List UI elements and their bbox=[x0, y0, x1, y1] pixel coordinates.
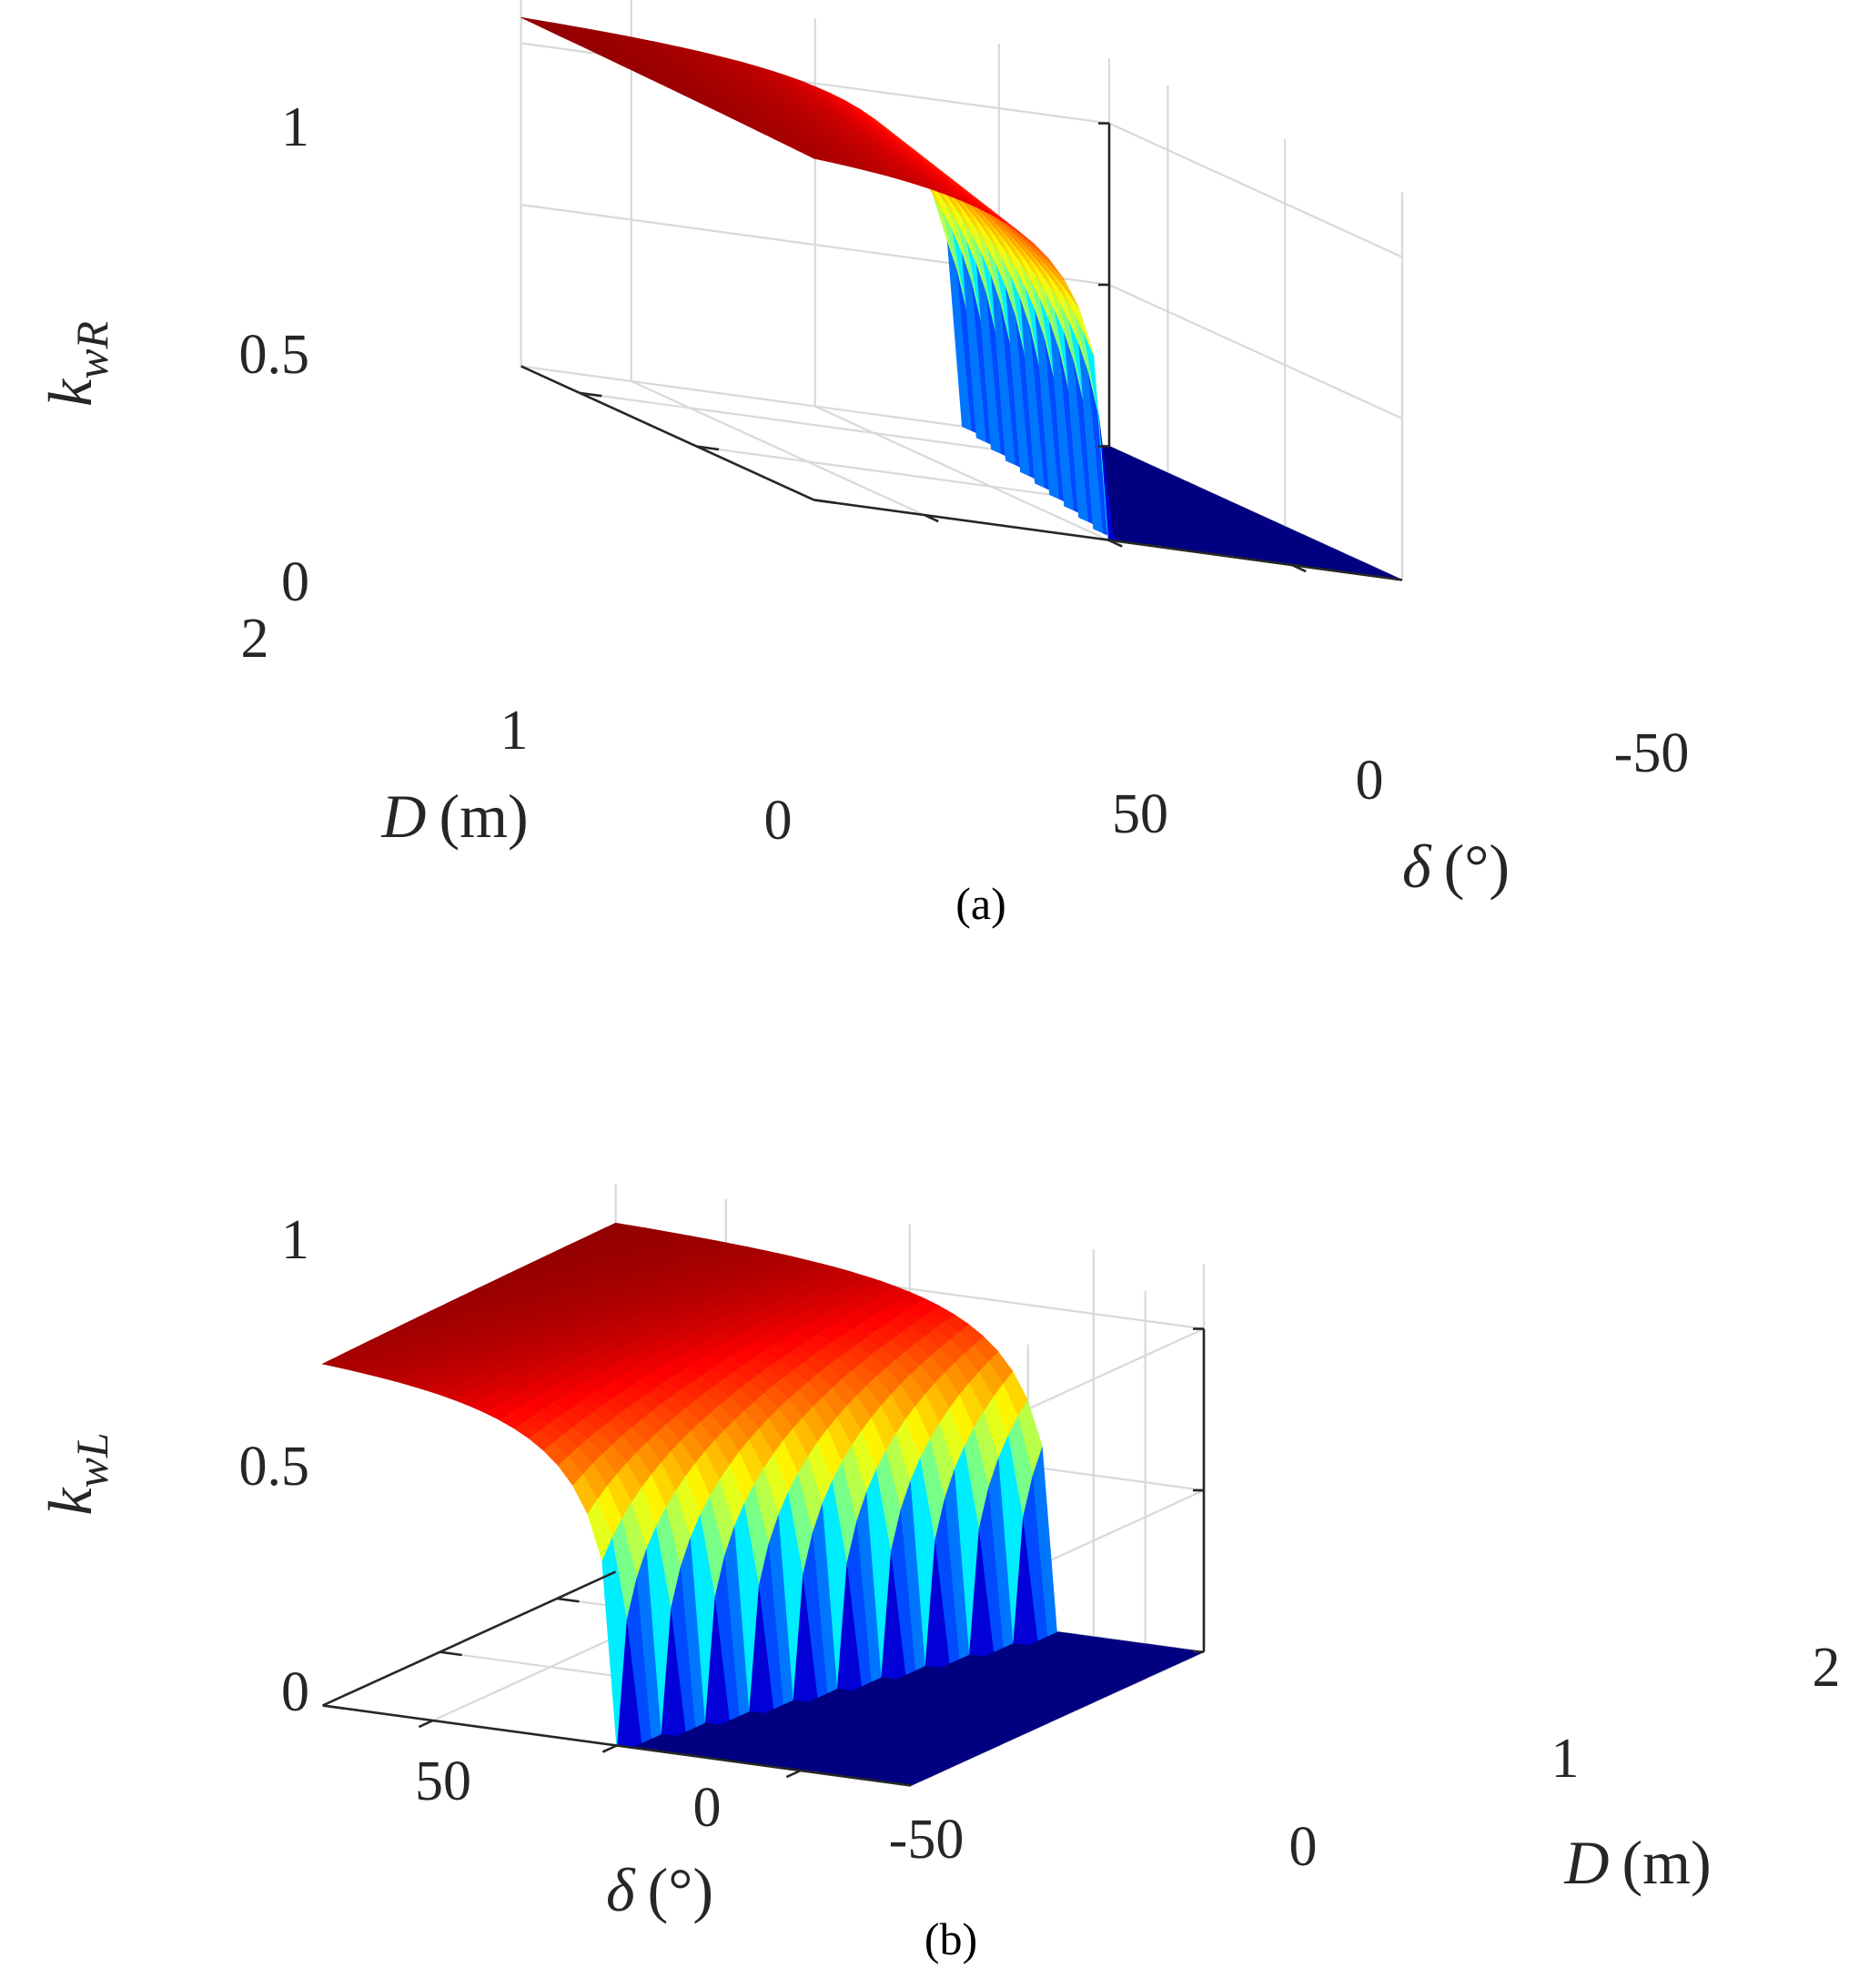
surface-b bbox=[321, 1222, 1206, 1786]
grid-line bbox=[631, 379, 925, 517]
panel-a: 0 0.5 1 0 1 2 50 0 -50 D (m) δ (°) kwR (a) bbox=[35, 0, 1689, 929]
x-tick-b-1: 1 bbox=[1551, 1728, 1580, 1790]
z-axis-label-a: kwR bbox=[35, 321, 117, 407]
grid-line bbox=[1108, 283, 1403, 420]
x-tick-b-0: 0 bbox=[1289, 1816, 1318, 1878]
panel-b: 0 0.5 1 0 1 2 50 0 -50 D (m) δ (°) kwL (b) bbox=[35, 1184, 1841, 1964]
x-tick-mark bbox=[557, 1597, 580, 1603]
y-tick-a-0: 50 bbox=[1112, 783, 1168, 845]
z-tick-a-0: 0 bbox=[281, 551, 309, 613]
y-tick-mark bbox=[601, 1744, 618, 1753]
z-tick-b-1: 0.5 bbox=[239, 1436, 310, 1498]
x-tick-mark bbox=[696, 445, 720, 451]
y-tick-a-1: 0 bbox=[1356, 750, 1384, 812]
x-tick-mark bbox=[322, 1704, 346, 1710]
y-tick-mark bbox=[924, 513, 939, 523]
y-tick-b-0: 50 bbox=[415, 1751, 471, 1812]
x-axis-line bbox=[322, 1570, 617, 1707]
x-axis-label-b: D (m) bbox=[1563, 1828, 1711, 1897]
x-axis-label-a: D (m) bbox=[380, 782, 528, 851]
y-tick-b-1: 0 bbox=[693, 1777, 722, 1839]
panel-label-a: (a) bbox=[955, 878, 1006, 929]
z-tick-a-2: 1 bbox=[281, 96, 309, 158]
x-tick-b-2: 2 bbox=[1813, 1637, 1841, 1699]
y-tick-mark bbox=[418, 1719, 434, 1729]
x-tick-mark bbox=[813, 499, 837, 505]
surface-a bbox=[520, 16, 1403, 580]
x-tick-a-0: 0 bbox=[764, 790, 793, 852]
x-tick-a-2: 2 bbox=[241, 608, 269, 670]
y-axis-label-b: δ (°) bbox=[606, 1855, 713, 1924]
y-tick-mark bbox=[1291, 563, 1307, 573]
x-tick-mark bbox=[579, 391, 602, 398]
y-tick-b-2: -50 bbox=[889, 1809, 965, 1871]
panel-label-b: (b) bbox=[924, 1913, 977, 1964]
grid-line bbox=[1108, 122, 1403, 258]
surface-patch bbox=[321, 1358, 349, 1368]
z-tick-a-1: 0.5 bbox=[239, 324, 310, 386]
y-axis-label-a: δ (°) bbox=[1402, 832, 1510, 901]
grid-line bbox=[814, 405, 1109, 541]
z-tick-b-0: 0 bbox=[281, 1661, 309, 1723]
y-tick-mark bbox=[785, 1769, 802, 1779]
z-axis-label-b: kwL bbox=[35, 1432, 117, 1515]
x-axis-line bbox=[520, 365, 815, 501]
y-tick-mark bbox=[1107, 539, 1123, 548]
surface-patch bbox=[803, 153, 829, 162]
x-tick-a-1: 1 bbox=[500, 700, 529, 762]
z-tick-b-2: 1 bbox=[281, 1209, 309, 1271]
x-tick-mark bbox=[439, 1650, 462, 1657]
y-tick-a-2: -50 bbox=[1614, 722, 1690, 784]
